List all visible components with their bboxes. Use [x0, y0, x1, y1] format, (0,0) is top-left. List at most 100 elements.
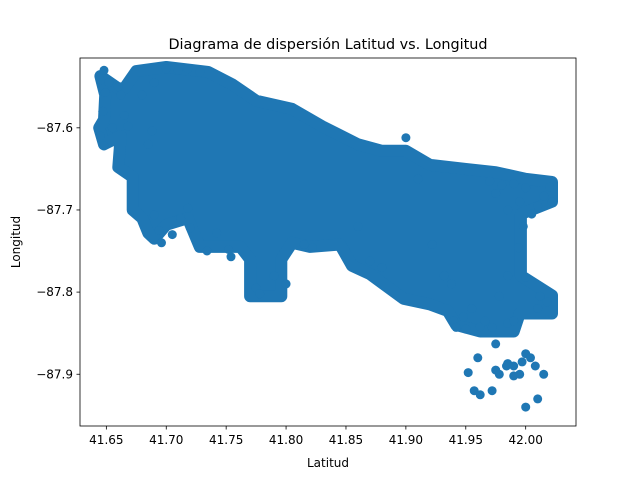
scatter-point	[185, 223, 195, 233]
scatter-point	[167, 230, 177, 240]
plot-frame	[79, 57, 577, 427]
scatter-dense-area	[93, 61, 558, 338]
scatter-point	[269, 271, 279, 281]
scatter-point	[491, 365, 501, 375]
scatter-point	[515, 197, 525, 207]
scatter-point	[494, 291, 504, 301]
chart-title: Diagrama de dispersión Latitud vs. Longi…	[168, 37, 487, 53]
scatter-point	[527, 209, 537, 219]
scatter-point	[509, 361, 519, 371]
scatter-point	[491, 339, 501, 349]
scatter-point	[509, 179, 519, 189]
scatter-point	[161, 64, 171, 74]
scatter-point	[123, 121, 133, 131]
scatter-point	[451, 322, 461, 332]
scatter-point	[521, 272, 531, 282]
scatter-point	[365, 256, 375, 266]
scatter-point	[95, 75, 105, 85]
x-tick-label: 41.95	[449, 433, 483, 447]
scatter-point	[487, 322, 497, 332]
scatter-point	[458, 312, 468, 322]
scatter-point	[533, 304, 543, 313]
y-axis-ticks: −87.9 −87.8 −87.7 −87.6	[36, 121, 80, 381]
scatter-point	[149, 210, 159, 220]
scatter-point	[255, 289, 265, 299]
scatter-point	[104, 78, 114, 88]
y-tick-label: −87.7	[36, 203, 73, 217]
scatter-point	[307, 243, 317, 253]
scatter-point	[299, 240, 309, 249]
scatter-point	[530, 361, 540, 371]
scatter-point	[116, 90, 126, 100]
scatter-point	[173, 65, 183, 75]
scatter-point	[427, 240, 437, 249]
x-tick-label: 41.70	[149, 433, 183, 447]
scatter-point	[353, 221, 363, 231]
scatter-point	[143, 139, 153, 149]
scatter-point	[509, 316, 519, 326]
scatter-point	[183, 64, 193, 74]
scatter-point	[514, 243, 523, 253]
scatter-density-region	[93, 61, 558, 338]
x-tick-label: 41.80	[269, 433, 303, 447]
scatter-point	[497, 180, 507, 190]
scatter-point	[542, 297, 552, 307]
scatter-point	[521, 402, 531, 412]
y-axis-label: Longitud	[9, 216, 23, 268]
scatter-point	[100, 88, 110, 97]
scatter-point	[461, 324, 471, 334]
scatter-point	[547, 197, 557, 207]
scatter-point	[224, 244, 234, 254]
scatter-point	[176, 213, 186, 223]
y-tick-label: −87.6	[36, 121, 73, 135]
scatter-point	[154, 226, 164, 235]
scatter-point	[485, 176, 495, 186]
scatter-point	[202, 246, 212, 256]
x-tick-label: 41.75	[209, 433, 243, 447]
scatter-point	[147, 126, 157, 136]
y-tick-label: −87.8	[36, 285, 73, 299]
x-tick-label: 41.90	[389, 433, 423, 447]
scatter-point	[119, 111, 129, 120]
scatter-point	[99, 141, 109, 151]
scatter-point	[521, 183, 531, 193]
scatter-point	[413, 174, 423, 184]
scatter-point	[107, 123, 117, 133]
x-tick-label: 41.65	[89, 433, 123, 447]
scatter-point	[491, 189, 501, 198]
scatter-point	[149, 78, 159, 88]
scatter-point	[503, 271, 513, 281]
scatter-point	[281, 279, 291, 289]
scatter-point	[533, 201, 543, 211]
scatter-point	[467, 304, 477, 313]
scatter-point	[533, 394, 543, 404]
scatter-point	[157, 238, 166, 248]
y-tick-label: −87.9	[36, 367, 73, 381]
scatter-point	[99, 65, 109, 75]
scatter-point	[98, 106, 108, 116]
data-points	[95, 64, 557, 412]
x-tick-label: 42.00	[509, 433, 543, 447]
scatter-point	[195, 67, 205, 77]
scatter-point	[475, 390, 485, 400]
scatter-point	[377, 263, 387, 272]
scatter-point	[463, 368, 473, 378]
scatter-point	[518, 221, 528, 231]
scatter-point	[526, 353, 535, 363]
x-tick-label: 41.85	[329, 433, 363, 447]
scatter-point	[113, 82, 123, 92]
scatter-point	[539, 369, 549, 379]
scatter-point	[183, 203, 193, 213]
scatter-point	[439, 271, 449, 281]
scatter-point	[545, 182, 555, 192]
scatter-point	[212, 228, 222, 238]
scatter-point	[487, 386, 497, 396]
scatter-point	[401, 133, 411, 143]
scatter-point	[517, 357, 527, 367]
scatter-point	[473, 353, 483, 363]
scatter-point	[446, 279, 456, 289]
scatter-point	[509, 371, 519, 381]
scatter-point	[503, 205, 513, 215]
scatter-point	[137, 90, 147, 100]
x-axis-label: Latitud	[307, 456, 349, 470]
